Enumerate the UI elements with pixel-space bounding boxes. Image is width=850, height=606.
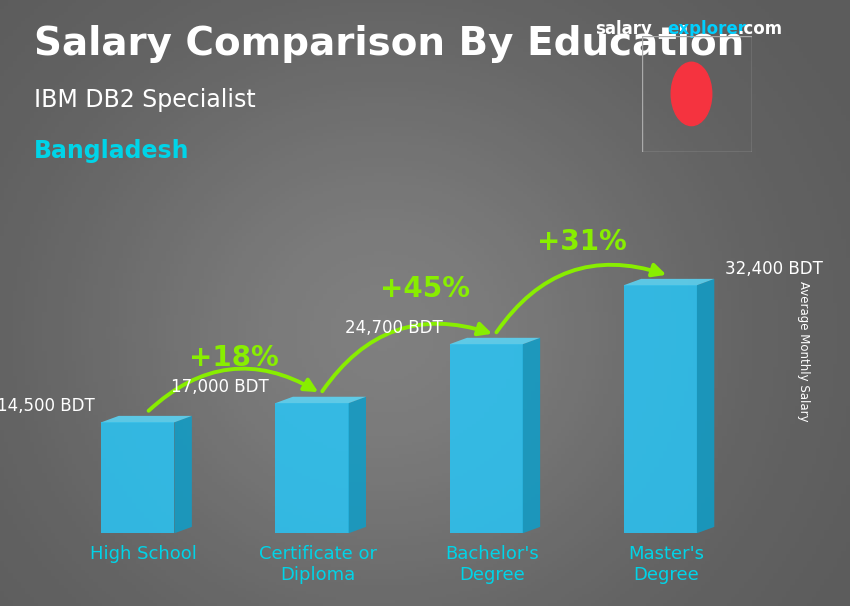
Text: 14,500 BDT: 14,500 BDT <box>0 398 94 415</box>
Text: Bachelor's
Degree: Bachelor's Degree <box>445 545 539 584</box>
Polygon shape <box>624 279 714 285</box>
Text: Salary Comparison By Education: Salary Comparison By Education <box>34 25 745 64</box>
Polygon shape <box>275 397 366 403</box>
Polygon shape <box>348 397 366 533</box>
Text: Average Monthly Salary: Average Monthly Salary <box>796 281 810 422</box>
Polygon shape <box>275 403 348 533</box>
Polygon shape <box>697 279 714 533</box>
Polygon shape <box>174 416 192 533</box>
Text: +31%: +31% <box>537 228 626 256</box>
Polygon shape <box>450 344 523 533</box>
Polygon shape <box>450 338 540 344</box>
Text: +45%: +45% <box>380 275 470 304</box>
Polygon shape <box>624 285 697 533</box>
Text: explorer: explorer <box>667 21 746 38</box>
Text: Bangladesh: Bangladesh <box>34 139 190 163</box>
Text: IBM DB2 Specialist: IBM DB2 Specialist <box>34 88 256 112</box>
Polygon shape <box>101 416 192 422</box>
Text: +18%: +18% <box>189 344 279 372</box>
Circle shape <box>672 62 711 125</box>
Text: Master's
Degree: Master's Degree <box>628 545 704 584</box>
Text: salary: salary <box>595 21 652 38</box>
Text: High School: High School <box>90 545 197 563</box>
Text: 32,400 BDT: 32,400 BDT <box>725 260 823 278</box>
Text: 17,000 BDT: 17,000 BDT <box>171 378 269 396</box>
Text: .com: .com <box>737 21 782 38</box>
Polygon shape <box>523 338 540 533</box>
Polygon shape <box>101 422 174 533</box>
Text: 24,700 BDT: 24,700 BDT <box>345 319 443 337</box>
Text: Certificate or
Diploma: Certificate or Diploma <box>258 545 377 584</box>
